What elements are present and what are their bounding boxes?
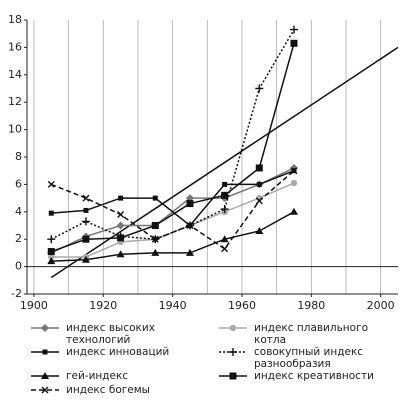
trend-line xyxy=(50,46,399,279)
point xyxy=(81,217,90,226)
point xyxy=(186,222,194,229)
legend-label: индекс инноваций xyxy=(66,346,170,358)
point xyxy=(186,200,194,208)
point xyxy=(255,197,263,205)
point xyxy=(48,210,54,216)
point xyxy=(48,253,55,261)
point xyxy=(221,191,229,199)
point xyxy=(151,248,160,256)
legend-marker xyxy=(42,349,48,355)
point xyxy=(220,235,229,243)
series-line xyxy=(51,170,295,227)
legend-marker xyxy=(229,324,237,332)
legend-key xyxy=(219,372,247,380)
point xyxy=(256,181,262,187)
y-tick-label: 6 xyxy=(15,177,22,190)
x-tick-label: 1940 xyxy=(159,299,187,312)
legend-label: индекс креативности xyxy=(254,370,374,382)
point xyxy=(255,226,264,234)
point xyxy=(151,222,159,229)
point xyxy=(222,181,228,187)
x-tick-label: 2000 xyxy=(367,299,395,312)
point xyxy=(118,195,124,201)
point xyxy=(47,180,55,188)
point xyxy=(290,39,298,47)
legend-label: гей-индекс xyxy=(66,370,129,382)
point xyxy=(47,248,55,256)
point xyxy=(185,248,194,256)
y-tick-label: 8 xyxy=(15,150,22,163)
legend-key xyxy=(31,324,59,332)
point xyxy=(220,205,229,214)
legend: индекс высоких технологий индекс плавильн… xyxy=(30,322,400,400)
legend-key xyxy=(31,372,59,379)
legend-label: индекс высоких технологий xyxy=(66,322,155,346)
point xyxy=(255,164,263,172)
point xyxy=(290,179,298,187)
point xyxy=(47,235,56,244)
point xyxy=(117,234,125,242)
legend-marker xyxy=(41,372,49,379)
point xyxy=(255,84,264,93)
legend-label: совокупный индекс разнообразия xyxy=(254,346,364,370)
legend-label: индекс богемы xyxy=(66,384,150,396)
legend-marker xyxy=(229,372,237,380)
point xyxy=(290,167,298,175)
y-tick-label: 14 xyxy=(8,68,22,81)
series-line xyxy=(51,211,295,262)
y-tick-label: 10 xyxy=(8,123,22,136)
y-tick-label: 4 xyxy=(15,205,22,218)
x-tick-label: 1960 xyxy=(228,299,256,312)
y-tick-label: 0 xyxy=(15,260,22,273)
legend-key xyxy=(31,386,59,394)
chart: -2 0 2 4 6 8 10 12 14 16 18 1900 1920 1940 1960 1980 200… xyxy=(8,13,399,312)
point xyxy=(82,194,90,202)
y-tick-label: 2 xyxy=(15,232,22,245)
legend-key xyxy=(31,349,59,355)
y-tick-label: -2 xyxy=(11,287,22,300)
point xyxy=(82,235,90,243)
point xyxy=(116,221,125,230)
legend-marker xyxy=(41,386,49,394)
y-tick-label: 12 xyxy=(8,95,22,108)
series-line xyxy=(51,43,295,253)
legend-label: индекс плавильного котла xyxy=(254,322,369,346)
point xyxy=(81,255,90,263)
legend-key xyxy=(219,348,247,356)
point xyxy=(83,207,89,213)
legend-key xyxy=(219,324,247,332)
x-tick-label: 1900 xyxy=(20,299,48,312)
x-tick-label: 1920 xyxy=(89,299,117,312)
y-tick-label: 18 xyxy=(8,13,22,26)
x-tick-label: 1980 xyxy=(297,299,325,312)
point xyxy=(47,257,56,265)
series-line xyxy=(50,29,295,240)
point xyxy=(289,25,298,34)
point xyxy=(221,245,229,253)
point xyxy=(152,195,158,201)
point xyxy=(289,207,298,215)
point xyxy=(151,235,159,243)
legend-marker xyxy=(41,324,49,332)
point xyxy=(116,250,125,258)
series-line xyxy=(50,170,295,250)
point xyxy=(117,211,125,219)
y-tick-label: 16 xyxy=(8,40,22,53)
legend-marker xyxy=(229,348,237,356)
